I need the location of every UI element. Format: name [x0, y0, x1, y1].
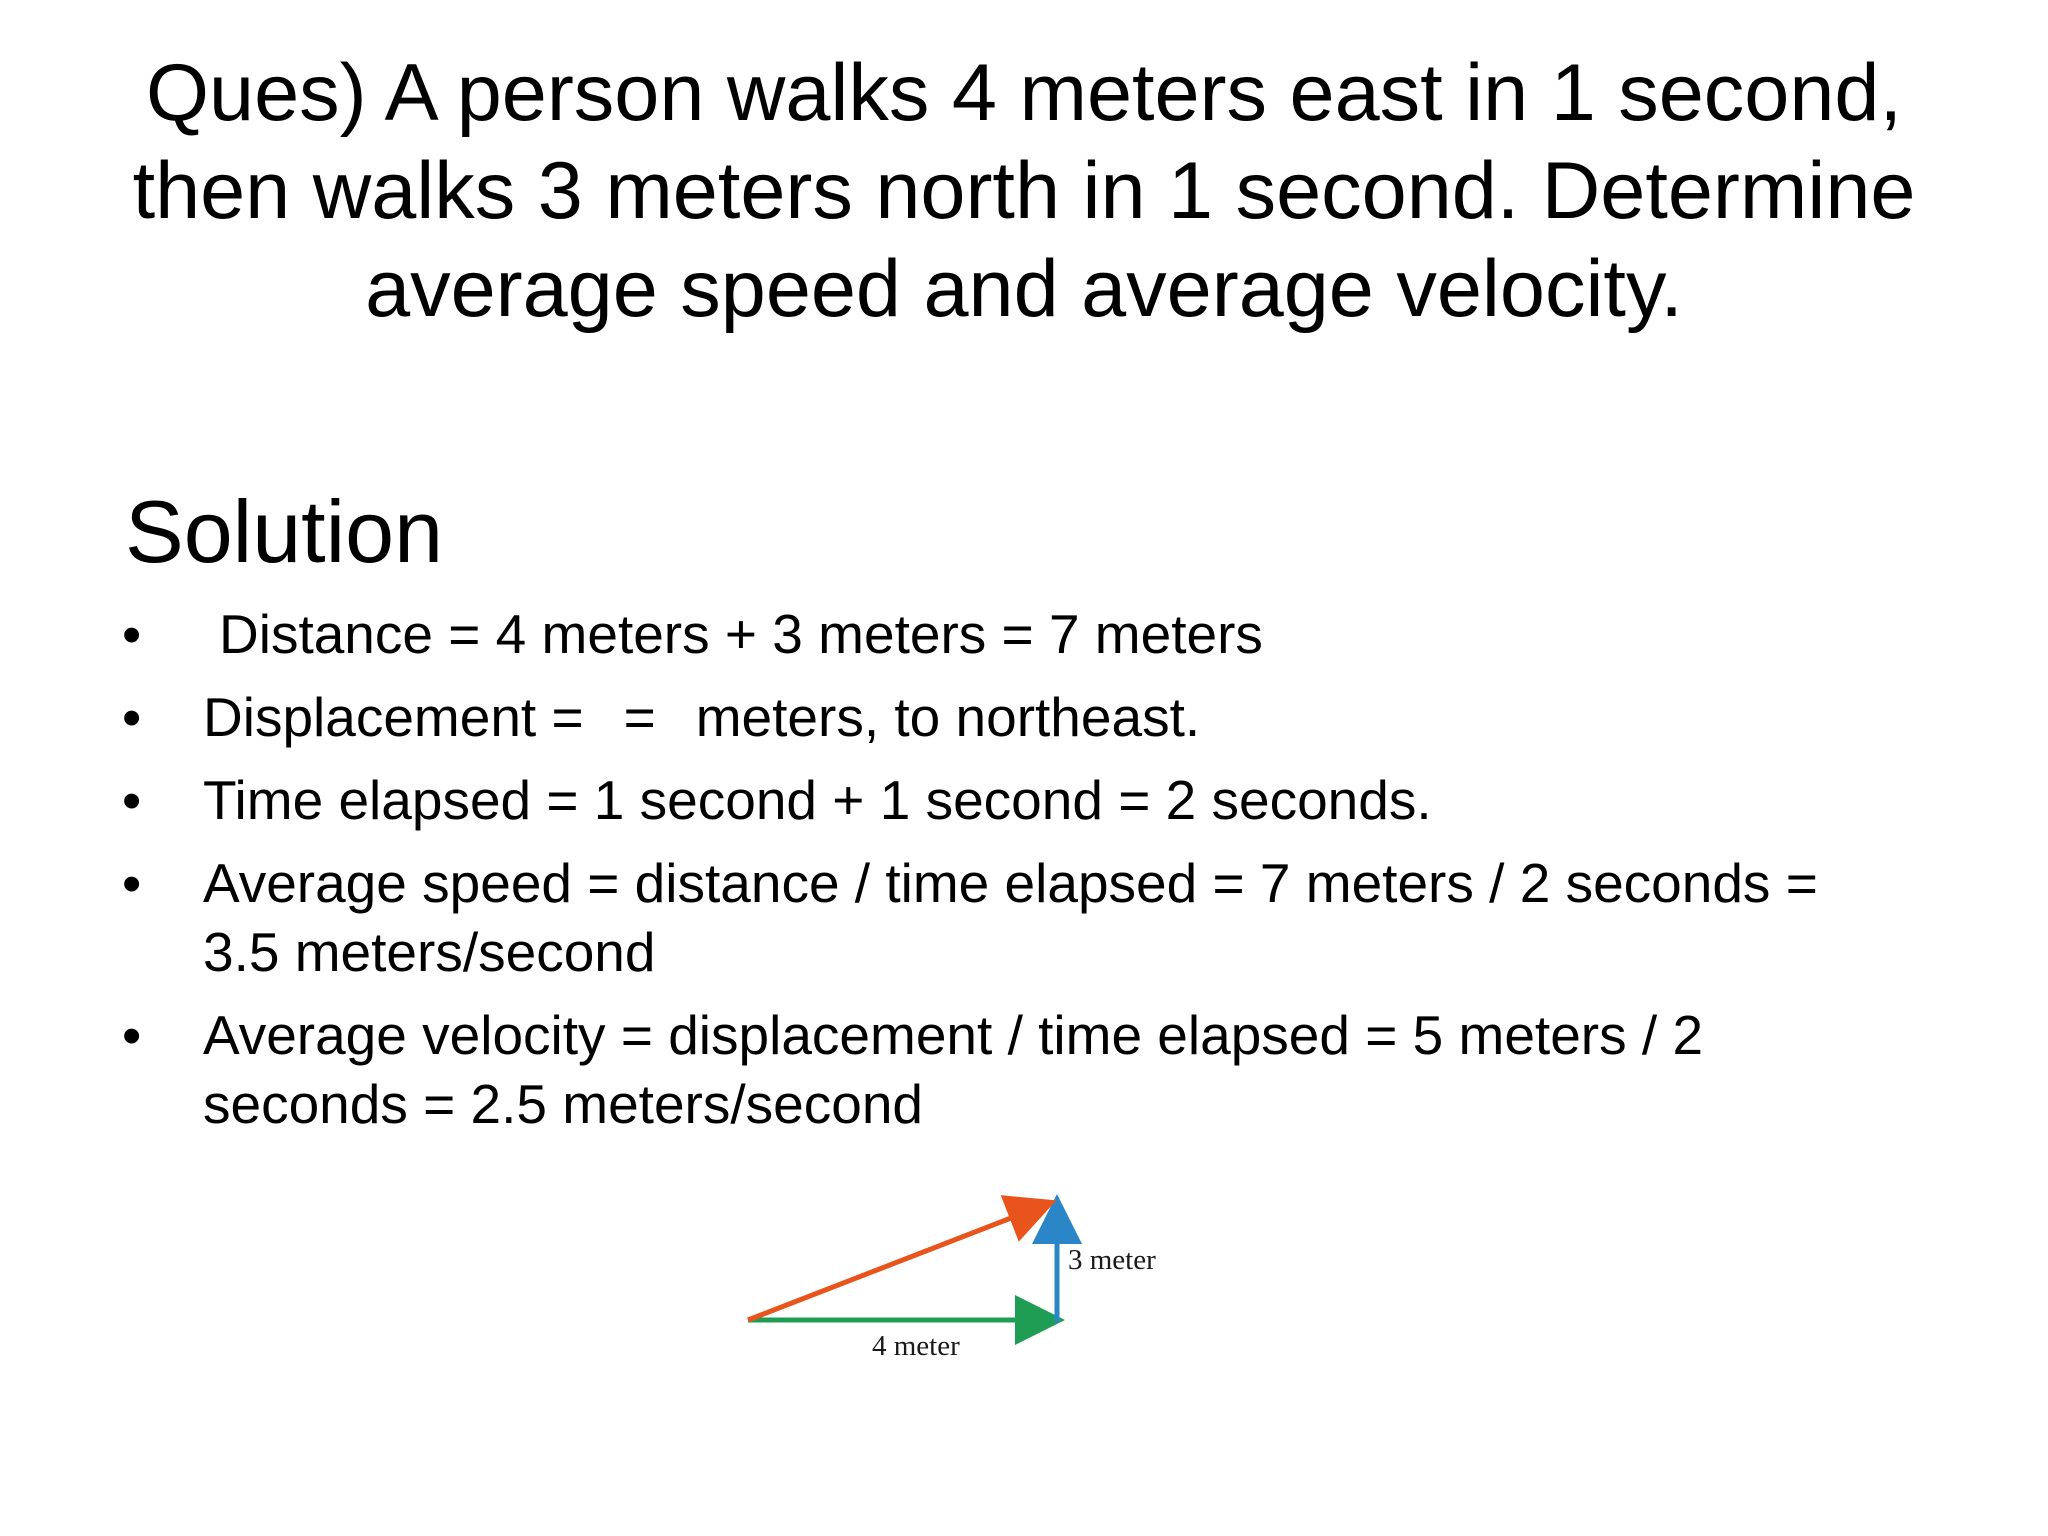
- average-velocity-line-2: seconds = 2.5 meters/second: [203, 1073, 923, 1135]
- bullet-icon: •: [122, 1004, 142, 1066]
- list-item-time: • Time elapsed = 1 second + 1 second = 2…: [0, 766, 1903, 835]
- solution-heading: Solution: [125, 482, 444, 581]
- bullet-icon: •: [122, 686, 142, 748]
- displacement-result: meters, to northeast.: [695, 686, 1201, 748]
- bullet-icon: •: [122, 603, 142, 665]
- bullet-icon: •: [122, 852, 142, 914]
- resultant-vector-arrow: [747, 1195, 1057, 1323]
- vector-diagram: 4 meter 3 meter: [730, 1170, 1190, 1370]
- distance-text: Distance = 4 meters + 3 meters = 7 meter…: [219, 603, 1263, 665]
- list-item-average-velocity: • Average velocity = displacement / time…: [0, 1001, 1903, 1139]
- north-vector-label: 3 meter: [1068, 1244, 1156, 1276]
- question-line-3: average speed and average velocity.: [365, 244, 1683, 334]
- question-line-1: Ques) A person walks 4 meters east in 1 …: [146, 48, 1902, 138]
- list-item-distance: • Distance = 4 meters + 3 meters = 7 met…: [0, 600, 1919, 669]
- solution-list: • Distance = 4 meters + 3 meters = 7 met…: [0, 600, 2048, 1153]
- displacement-label: Displacement =: [203, 686, 584, 748]
- list-item-average-speed: • Average speed = distance / time elapse…: [0, 849, 1903, 987]
- list-item-displacement: • Displacement = = meters, to northeast.: [0, 683, 1903, 752]
- question-text: Ques) A person walks 4 meters east in 1 …: [100, 44, 1948, 338]
- time-text: Time elapsed = 1 second + 1 second = 2 s…: [203, 769, 1432, 831]
- east-vector-label: 4 meter: [872, 1330, 960, 1362]
- bullet-icon: •: [122, 769, 142, 831]
- average-speed-line-2: 3.5 meters/second: [203, 921, 656, 983]
- average-speed-line-1: Average speed = distance / time elapsed …: [203, 852, 1818, 914]
- question-line-2: then walks 3 meters north in 1 second. D…: [132, 146, 1916, 236]
- average-velocity-line-1: Average velocity = displacement / time e…: [203, 1004, 1704, 1066]
- displacement-equals: =: [623, 686, 656, 748]
- vector-diagram-svg: 4 meter 3 meter: [747, 1194, 1156, 1362]
